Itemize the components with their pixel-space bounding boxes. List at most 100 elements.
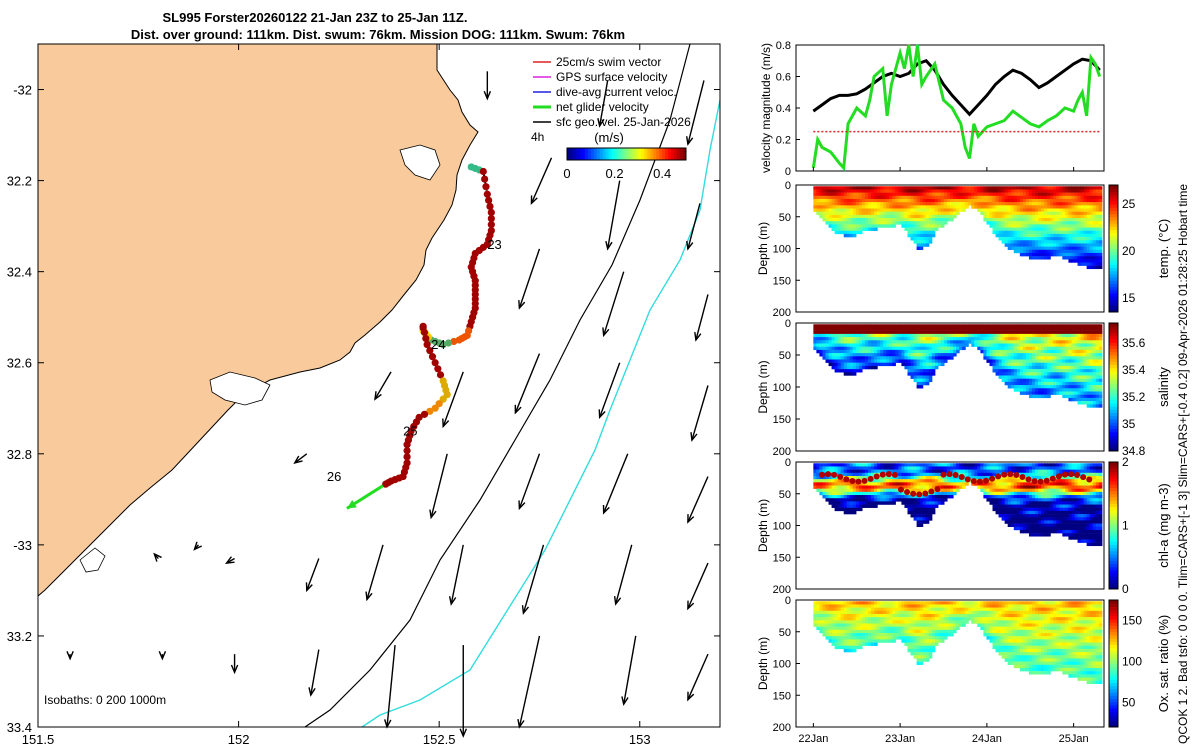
section-cell [889,324,893,328]
section-cell [874,359,878,363]
section-cell [1065,221,1069,225]
section-cell [846,485,851,489]
section-cell [874,214,878,219]
section-cell [1098,327,1103,331]
section-cell [1001,237,1006,241]
section-cell [871,205,875,209]
section-cell [1083,365,1088,370]
section-cell [1013,359,1018,363]
section-cell [1016,243,1021,247]
section-cell [928,463,933,467]
section-cell [1074,369,1079,373]
section-cell [901,349,906,354]
section-cell [1050,507,1054,512]
section-cell [1019,498,1024,502]
section-cell [1083,240,1088,244]
section-cell [1001,211,1006,216]
section-cell [946,343,951,347]
section-cell [1007,488,1012,493]
colorbar-cell [1109,258,1118,262]
section-cell [1071,482,1076,486]
section-cell [831,218,836,222]
section-cell [989,205,994,209]
section-cell [1083,375,1088,379]
section-cell [1074,378,1079,383]
section-cell [983,208,988,212]
section-cell [1053,520,1057,524]
section-cell [1056,485,1060,489]
section-cell [1031,533,1036,537]
section-cell [998,501,1003,505]
track-dot [486,202,494,211]
section-cell [989,202,994,206]
colorbar-cell [1109,299,1118,303]
current-vector [602,271,625,336]
section-cell [901,333,906,338]
section-cell [828,186,833,190]
section-cell [822,340,827,344]
section-cell [1013,233,1018,238]
section-cell [858,369,863,373]
section-cell [1007,378,1012,383]
section-cell [864,224,869,228]
section-cell [861,227,866,231]
section-cell [1059,218,1063,222]
section-cell [843,501,848,505]
section-cell [1056,252,1060,257]
section-cell [880,349,884,354]
section-cell [1059,507,1063,512]
section-cell [1098,211,1103,216]
section-cell [1068,507,1073,512]
section-cell [1035,221,1039,225]
section-cell [919,485,924,489]
current-arrowhead [224,556,235,564]
section-cell [864,362,869,367]
section-cell [1035,256,1039,260]
section-cell [946,495,951,499]
y-tick-label: 200 [773,307,791,319]
section-cell [1035,218,1039,222]
section-cell [950,192,954,197]
section-cell [861,498,866,502]
section-cell [940,218,945,222]
section-cell [871,353,875,357]
section-cell [1041,343,1045,347]
section-cell [1025,385,1030,389]
section-cell [1038,240,1042,244]
section-cell [868,346,872,351]
section-cell [1035,356,1039,360]
section-cell [1022,381,1027,386]
section-cell [1071,359,1076,363]
section-cell [1035,195,1039,200]
section-cell [1083,259,1088,263]
colorbar-cell [1109,358,1118,362]
section-cell [1010,495,1015,499]
section-cell [1013,353,1018,357]
section-cell [1022,221,1027,225]
section-cell [892,498,896,502]
section-cell [946,491,951,496]
colorbar-cell [683,148,687,160]
section-cell [1089,349,1094,354]
section-cell [1035,202,1039,206]
section-cell [1035,501,1039,505]
section-cell [1007,337,1012,341]
section-cell [1086,365,1091,370]
section-cell [928,202,933,206]
section-cell [910,198,915,203]
section-cell [1013,211,1018,216]
section-cell [1098,394,1103,399]
section-cell [971,202,975,206]
section-cell [1035,514,1039,518]
section-cell [1062,349,1066,354]
section-cell [934,349,939,354]
section-cell [1056,337,1060,341]
section-cell [895,491,899,496]
section-cell [871,189,875,193]
section-cell [843,359,848,363]
section-cell [880,208,884,212]
section-cell [992,362,997,367]
section-cell [931,472,936,477]
section-cell [937,359,942,363]
section-cell [1068,475,1073,480]
